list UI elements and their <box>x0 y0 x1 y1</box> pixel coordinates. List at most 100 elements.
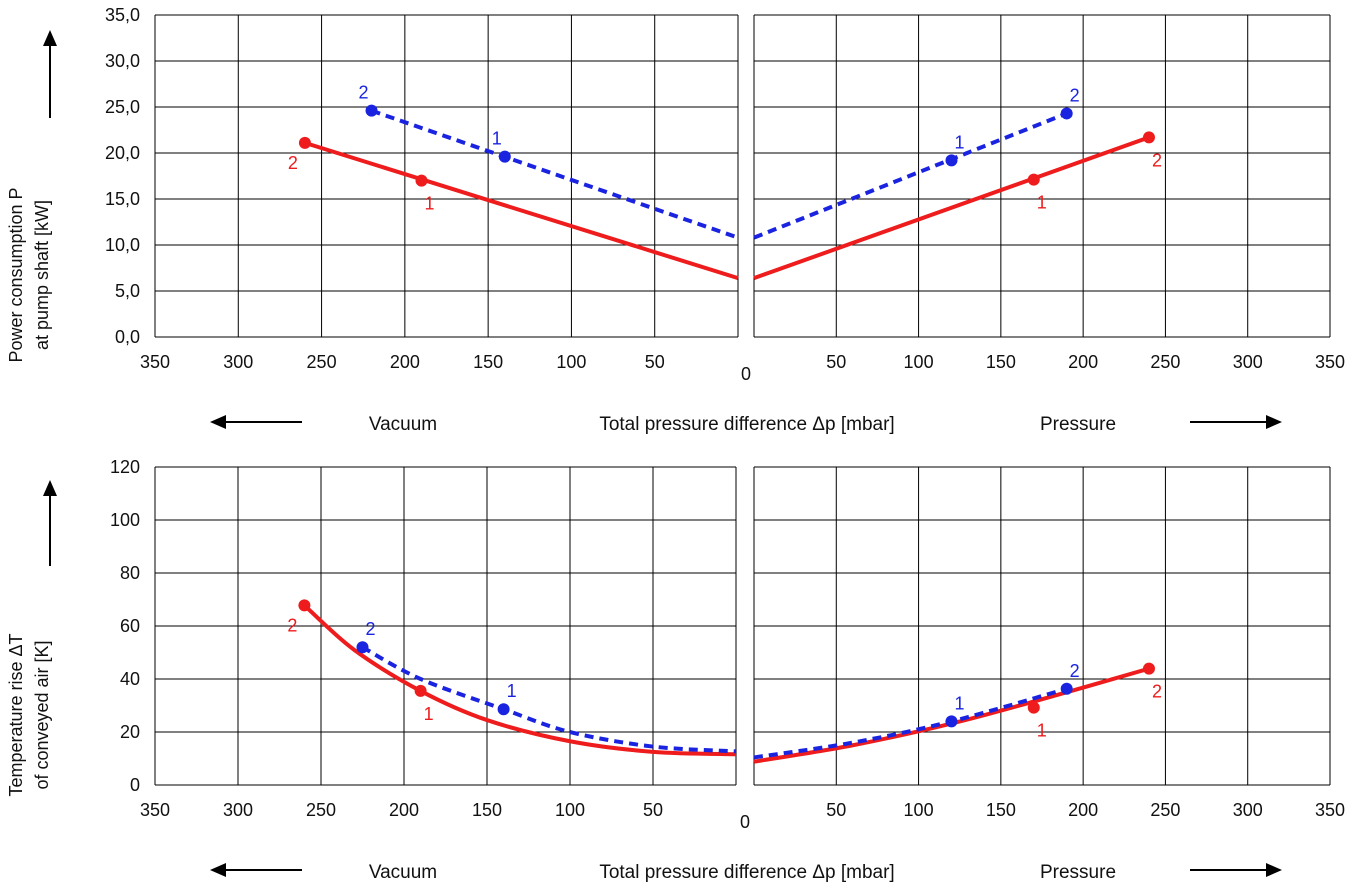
pressure-x-tick-label: 100 <box>904 800 934 820</box>
pressure-arrow-head <box>1266 863 1282 877</box>
pressure-blue-point-label: 1 <box>954 693 964 713</box>
vacuum-x-tick-label: 50 <box>645 352 665 372</box>
y-tick-label: 40 <box>120 669 140 689</box>
y-tick-label: 0 <box>130 775 140 795</box>
vacuum-red-point-label: 1 <box>424 704 434 724</box>
vacuum-x-tick-label: 250 <box>307 352 337 372</box>
y-axis-arrow-head <box>43 480 57 496</box>
y-tick-label: 30,0 <box>105 51 140 71</box>
pressure-blue-point-1 <box>945 715 958 728</box>
vacuum-red-point-2 <box>298 136 311 149</box>
pressure-x-tick-label: 300 <box>1233 800 1263 820</box>
vacuum-red-point-1 <box>415 174 428 187</box>
x-zero-label: 0 <box>740 812 750 832</box>
vacuum-x-tick-label: 150 <box>473 352 503 372</box>
vacuum-blue-point-1 <box>497 703 510 716</box>
pressure-x-tick-label: 50 <box>826 800 846 820</box>
pressure-x-tick-label: 300 <box>1233 352 1263 372</box>
y-axis-label: of conveyed air [K] <box>32 640 52 789</box>
pressure-x-tick-label: 250 <box>1150 800 1180 820</box>
pressure-red-point-2 <box>1142 131 1155 144</box>
pressure-blue-point-label: 1 <box>954 132 964 152</box>
vacuum-x-tick-label: 150 <box>472 800 502 820</box>
vacuum-x-tick-label: 200 <box>390 352 420 372</box>
y-tick-label: 80 <box>120 563 140 583</box>
pressure-red-point-label: 1 <box>1037 721 1047 741</box>
vacuum-x-tick-label: 100 <box>556 352 586 372</box>
vacuum-x-tick-label: 350 <box>140 800 170 820</box>
vacuum-blue-point-1 <box>498 150 511 163</box>
vacuum-x-tick-label: 50 <box>643 800 663 820</box>
pressure-x-tick-label: 100 <box>904 352 934 372</box>
vacuum-red-point-1 <box>414 684 427 697</box>
pressure-blue-point-label: 2 <box>1070 85 1080 105</box>
pressure-red-point-1 <box>1027 173 1040 186</box>
vacuum-red-series-line <box>304 140 739 281</box>
vacuum-blue-series-line <box>361 645 737 754</box>
pressure-red-point-1 <box>1027 701 1040 714</box>
vacuum-x-tick-label: 300 <box>223 352 253 372</box>
pressure-red-point-label: 2 <box>1152 150 1162 170</box>
y-tick-label: 5,0 <box>115 281 140 301</box>
pressure-x-tick-label: 350 <box>1315 800 1345 820</box>
vacuum-arrow-head <box>210 863 226 877</box>
pressure-blue-series-line <box>753 111 1068 240</box>
vacuum-blue-point-2 <box>365 104 378 117</box>
vacuum-x-tick-label: 250 <box>306 800 336 820</box>
pressure-x-tick-label: 250 <box>1150 352 1180 372</box>
y-tick-label: 15,0 <box>105 189 140 209</box>
vacuum-x-tick-label: 100 <box>555 800 585 820</box>
vacuum-blue-point-label: 1 <box>492 129 502 149</box>
y-tick-label: 20,0 <box>105 143 140 163</box>
y-tick-label: 20 <box>120 722 140 742</box>
pressure-x-tick-label: 50 <box>826 352 846 372</box>
vacuum-red-point-2 <box>298 599 311 612</box>
vacuum-arrow-head <box>210 415 226 429</box>
pressure-blue-point-2 <box>1060 107 1073 120</box>
vacuum-x-tick-label: 200 <box>389 800 419 820</box>
vacuum-red-point-label: 1 <box>425 194 435 214</box>
vacuum-red-point-label: 2 <box>287 615 297 635</box>
pressure-x-tick-label: 200 <box>1068 800 1098 820</box>
x-axis-label: Total pressure difference Δp [mbar] <box>599 862 894 883</box>
pressure-blue-point-1 <box>945 154 958 167</box>
y-tick-label: 100 <box>110 510 140 530</box>
x-zero-label: 0 <box>741 364 751 384</box>
pressure-red-point-label: 1 <box>1037 193 1047 213</box>
y-axis-label: Temperature rise ΔT <box>6 633 26 796</box>
pressure-red-point-2 <box>1142 662 1155 675</box>
vacuum-caption: Vacuum <box>369 862 437 883</box>
x-axis-label: Total pressure difference Δp [mbar] <box>599 414 894 435</box>
y-axis-label: Power consumption P <box>6 187 26 362</box>
y-tick-label: 120 <box>110 457 140 477</box>
vacuum-red-point-label: 2 <box>288 153 298 173</box>
pressure-x-tick-label: 150 <box>986 800 1016 820</box>
pressure-x-tick-label: 200 <box>1068 352 1098 372</box>
y-tick-label: 0,0 <box>115 327 140 347</box>
vacuum-red-series-line <box>303 603 737 757</box>
y-tick-label: 10,0 <box>105 235 140 255</box>
pressure-blue-point-2 <box>1060 682 1073 695</box>
vacuum-caption: Vacuum <box>369 414 437 435</box>
pressure-red-point-label: 2 <box>1152 682 1162 702</box>
vacuum-blue-point-label: 2 <box>359 83 369 103</box>
pressure-blue-point-label: 2 <box>1070 661 1080 681</box>
pressure-caption: Pressure <box>1040 862 1116 883</box>
y-tick-label: 25,0 <box>105 97 140 117</box>
pressure-x-tick-label: 350 <box>1315 352 1345 372</box>
pressure-caption: Pressure <box>1040 414 1116 435</box>
pressure-blue-series-line <box>753 686 1068 760</box>
pressure-red-series-line <box>753 135 1150 281</box>
vacuum-x-tick-label: 300 <box>223 800 253 820</box>
y-axis-arrow-head <box>43 30 57 46</box>
vacuum-x-tick-label: 350 <box>140 352 170 372</box>
y-tick-label: 60 <box>120 616 140 636</box>
vacuum-blue-series-line <box>370 108 739 240</box>
vacuum-blue-point-2 <box>356 641 369 654</box>
vacuum-blue-point-label: 2 <box>365 619 375 639</box>
y-axis-label: at pump shaft [kW] <box>32 200 52 350</box>
pressure-arrow-head <box>1266 415 1282 429</box>
pressure-x-tick-label: 150 <box>986 352 1016 372</box>
